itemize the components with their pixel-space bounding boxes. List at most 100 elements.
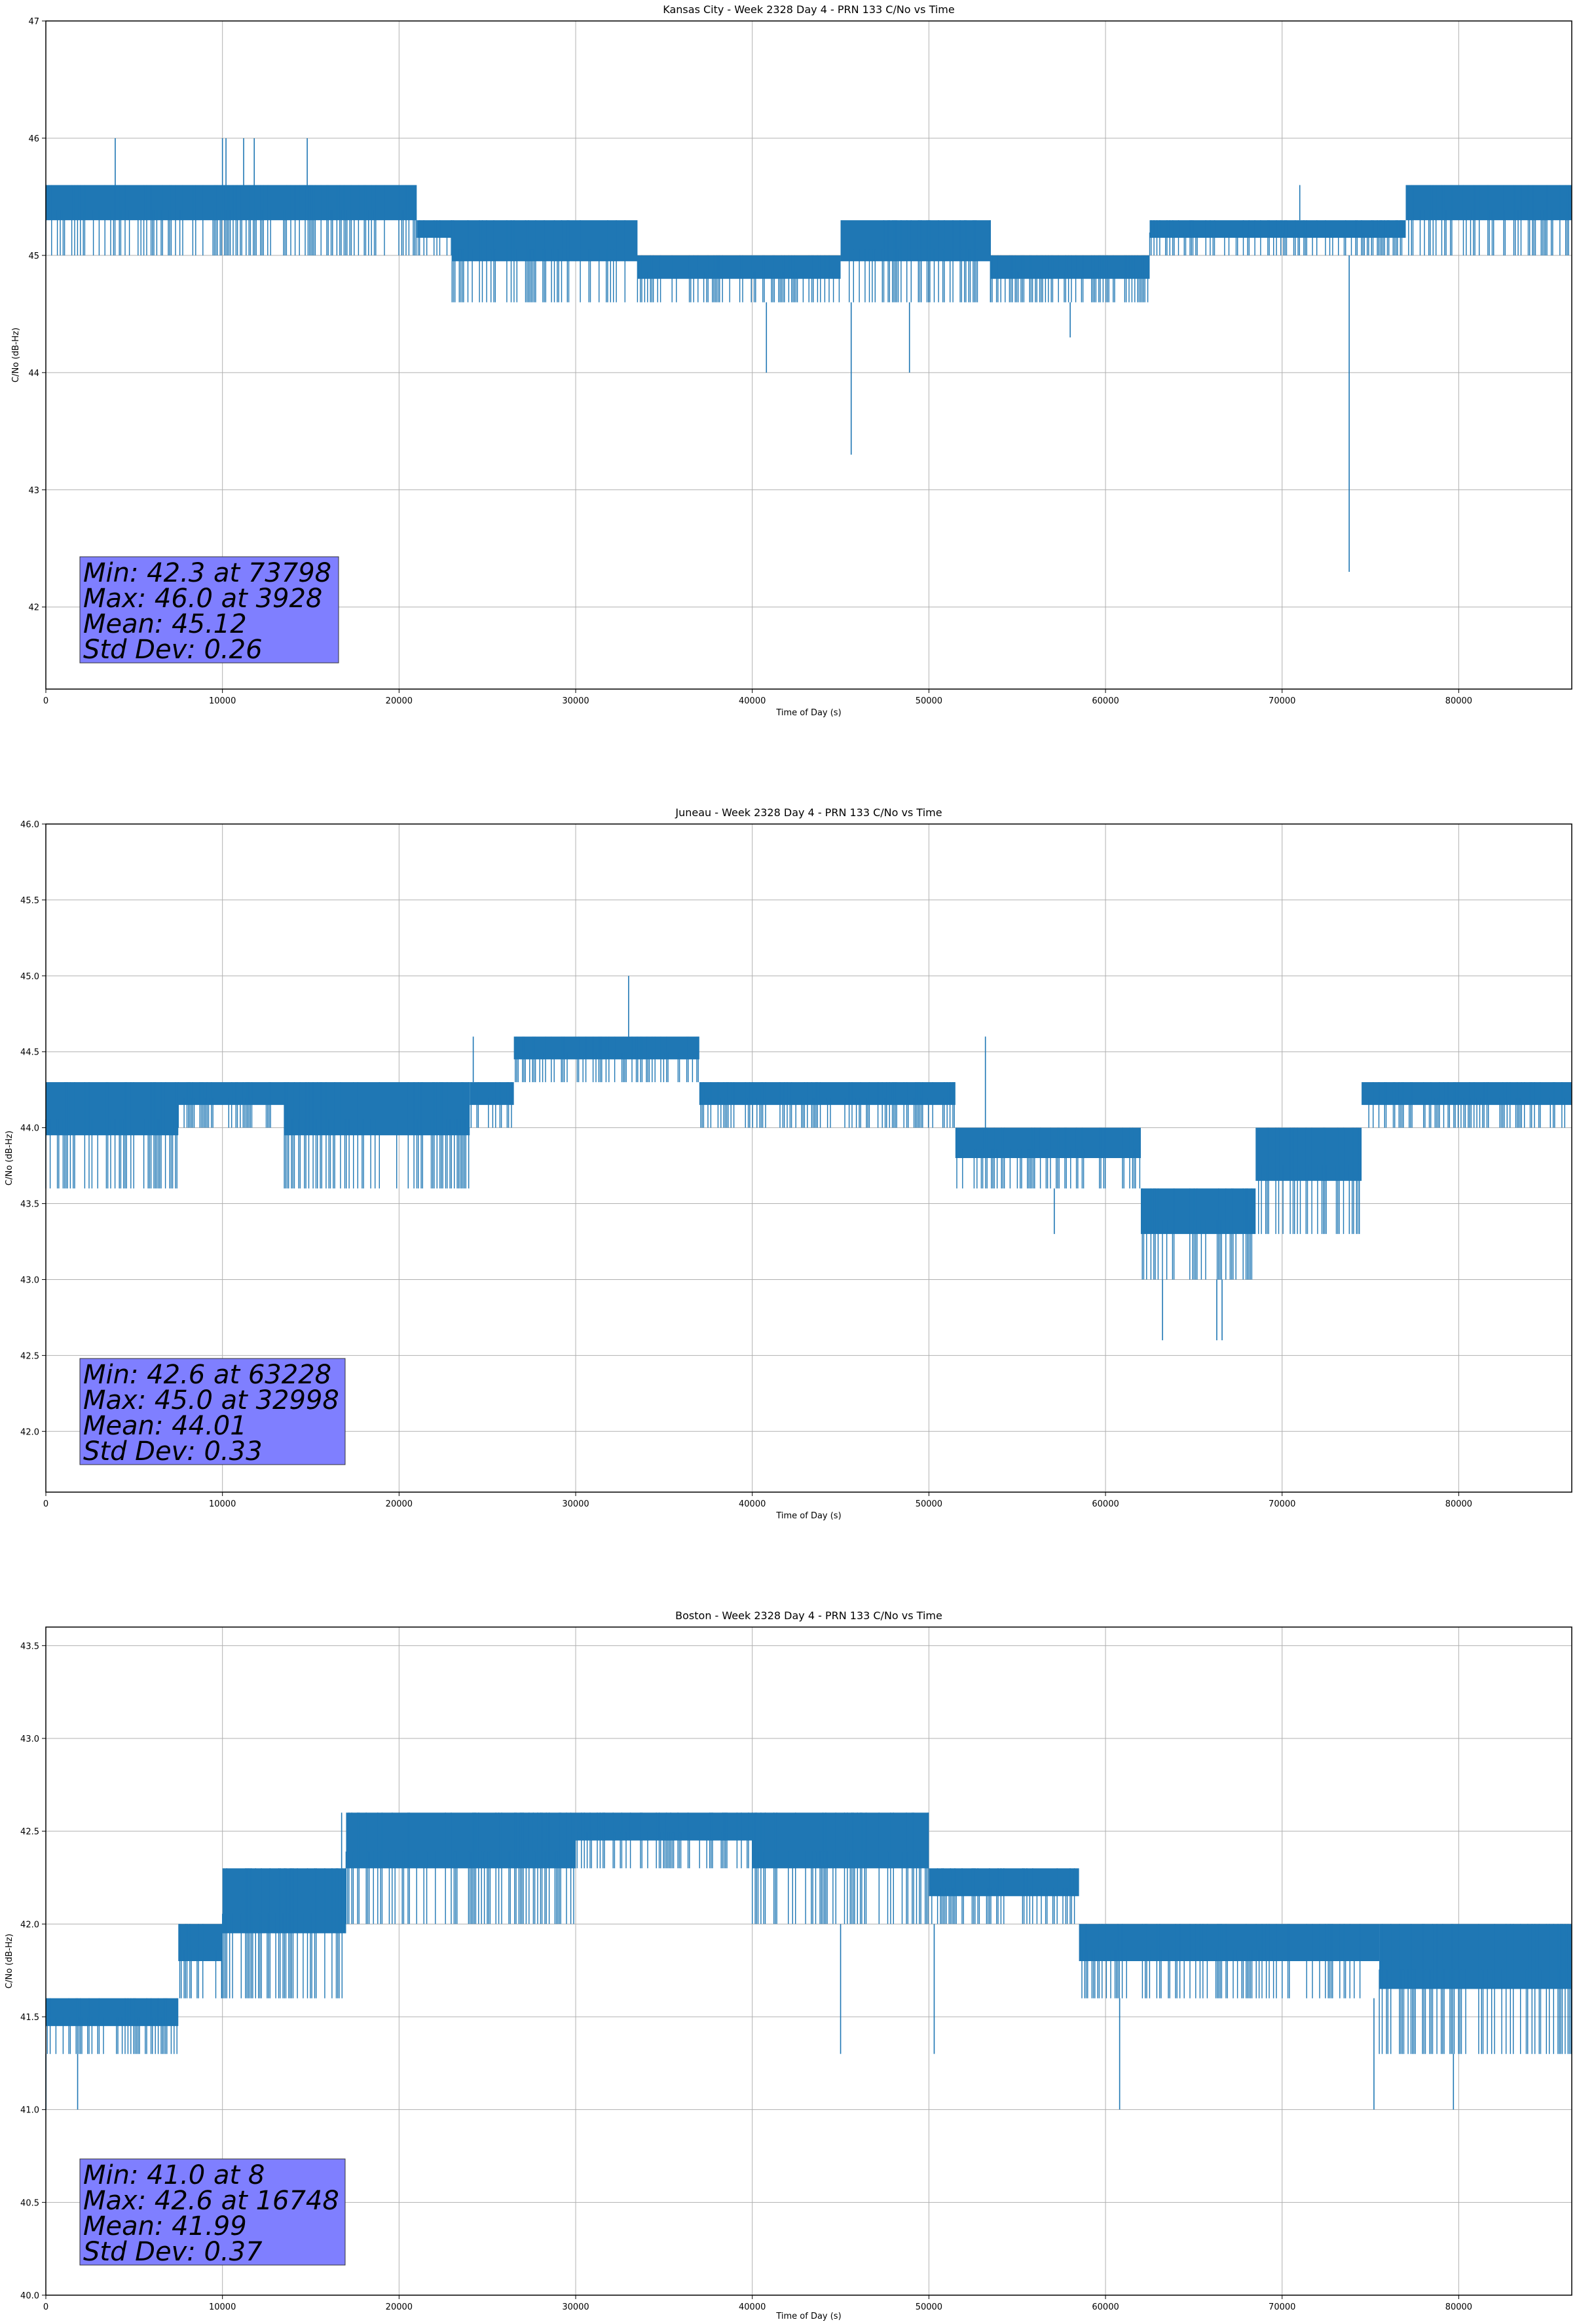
data-band — [1362, 1082, 1572, 1128]
data-hatches — [752, 1812, 929, 1924]
data-band-core — [955, 1127, 1141, 1158]
data-band-core — [284, 1082, 470, 1136]
data-hatches — [515, 1036, 699, 1083]
data-hatches — [576, 1812, 749, 1869]
x-tick-label: 30000 — [562, 1499, 589, 1509]
x-tick-label: 60000 — [1092, 696, 1119, 706]
stats-box-background — [79, 1358, 346, 1465]
data-hatches — [1258, 1127, 1360, 1234]
data-band-core — [46, 1082, 179, 1136]
x-tick-label: 60000 — [1092, 1499, 1119, 1509]
data-band — [752, 1812, 929, 1924]
plot-frame — [45, 823, 1572, 1493]
data-band — [284, 1082, 470, 1189]
data-band-core — [637, 255, 841, 279]
stats-min: Min: 41.0 at 8 — [83, 2160, 265, 2190]
data-band — [1405, 185, 1572, 255]
x-tick-label: 60000 — [1092, 2302, 1119, 2312]
data-band — [699, 1082, 955, 1128]
x-tick-label: 70000 — [1269, 1499, 1295, 1509]
stats-box: Min: 42.6 at 63228 Max: 45.0 at 32998 Me… — [79, 1358, 346, 1467]
y-axis-label: C/No (dB-Hz) — [5, 1934, 14, 1989]
data-band — [1149, 220, 1406, 255]
data-hatches — [177, 1082, 271, 1128]
stats-std: Std Dev: 0.33 — [83, 1436, 263, 1467]
y-tick-label: 43.5 — [20, 1200, 39, 1210]
stats-box: Min: 42.3 at 73798 Max: 46.0 at 3928 Mea… — [79, 556, 339, 665]
data-band — [929, 1868, 1079, 1924]
data-hatches — [46, 1998, 177, 2054]
x-tick-label: 70000 — [1269, 696, 1295, 706]
data-hatches — [345, 1812, 574, 1924]
y-axis-label: C/No (dB-Hz) — [5, 1131, 14, 1186]
data-hatches — [417, 220, 452, 255]
data-band — [45, 1082, 179, 1189]
data-band — [955, 1127, 1141, 1189]
x-tick-label: 50000 — [916, 696, 942, 706]
y-tick-label: 43.0 — [20, 1275, 39, 1285]
y-tick-label: 46.0 — [20, 820, 39, 830]
data-hatches — [637, 255, 840, 303]
y-tick-label: 43 — [28, 486, 39, 496]
stats-std: Std Dev: 0.37 — [83, 2237, 263, 2267]
x-tick-label: 20000 — [386, 2302, 413, 2312]
x-tick-label: 30000 — [562, 2302, 589, 2312]
x-axis-label: Time of Day (s) — [775, 2312, 841, 2321]
x-tick-label: 70000 — [1269, 2302, 1295, 2312]
y-tick-label: 44.0 — [20, 1124, 39, 1134]
y-tick-label: 40.5 — [20, 2198, 39, 2208]
x-tick-label: 10000 — [209, 1499, 236, 1509]
x-tick-label: 80000 — [1445, 1499, 1472, 1509]
data-band-core — [513, 1036, 699, 1060]
data-band-core — [1255, 1127, 1362, 1181]
x-tick-label: 40000 — [739, 2302, 766, 2312]
data-hatches — [1368, 1082, 1565, 1128]
stats-min: Min: 42.3 at 73798 — [83, 558, 331, 588]
y-tick-label: 41.5 — [20, 2013, 39, 2023]
data-band — [178, 1924, 223, 1998]
y-tick-label: 42.0 — [20, 1920, 39, 1930]
data-band — [637, 255, 841, 303]
x-tick-label: 10000 — [209, 696, 236, 706]
data-band — [345, 1812, 576, 1924]
y-tick-label: 42.5 — [20, 1827, 39, 1837]
data-hatches — [849, 220, 991, 303]
x-tick-label: 80000 — [1445, 2302, 1472, 2312]
data-hatches — [1081, 1924, 1361, 1998]
data-hatches — [1408, 185, 1569, 255]
x-tick-label: 40000 — [739, 696, 766, 706]
x-tick-label: 20000 — [386, 696, 413, 706]
data-band-core — [1140, 1188, 1256, 1234]
data-band — [840, 220, 991, 303]
y-tick-label: 40.0 — [20, 2291, 39, 2301]
data-hatches — [956, 1127, 1141, 1189]
stats-mean: Mean: 44.01 — [83, 1411, 247, 1441]
data-hatches — [1141, 1188, 1253, 1280]
chart-panel-juneau: Juneau - Week 2328 Day 4 - PRN 133 C/No … — [5, 806, 1572, 1521]
data-band — [470, 1082, 514, 1128]
x-tick-label: 0 — [43, 2302, 48, 2312]
x-axis-label: Time of Day (s) — [775, 708, 841, 718]
data-band-core — [1079, 1924, 1380, 1961]
x-tick-label: 0 — [43, 696, 48, 706]
data-band — [417, 220, 453, 255]
stats-min: Min: 42.6 at 63228 — [83, 1360, 331, 1390]
y-tick-label: 44.5 — [20, 1048, 39, 1058]
data-band — [1379, 1924, 1572, 2054]
data-hatches — [1379, 1924, 1572, 2054]
stats-mean: Mean: 45.12 — [83, 609, 247, 639]
data-band — [576, 1812, 752, 1869]
chart-panel-kansas-city: Kansas City - Week 2328 Day 4 - PRN 133 … — [11, 3, 1572, 718]
data-band — [1255, 1127, 1362, 1234]
data-hatches — [990, 255, 1149, 303]
x-tick-label: 50000 — [916, 1499, 942, 1509]
chart-panel-boston: Boston - Week 2328 Day 4 - PRN 133 C/No … — [5, 1609, 1572, 2321]
x-tick-label: 30000 — [562, 696, 589, 706]
y-tick-label: 45.0 — [20, 972, 39, 982]
stats-box-background — [79, 2158, 346, 2266]
y-tick-label: 45 — [28, 252, 39, 261]
data-band — [1079, 1924, 1380, 1998]
stats-box: Min: 41.0 at 8 Max: 42.6 at 16748 Mean: … — [79, 2158, 346, 2267]
x-tick-label: 80000 — [1445, 696, 1472, 706]
